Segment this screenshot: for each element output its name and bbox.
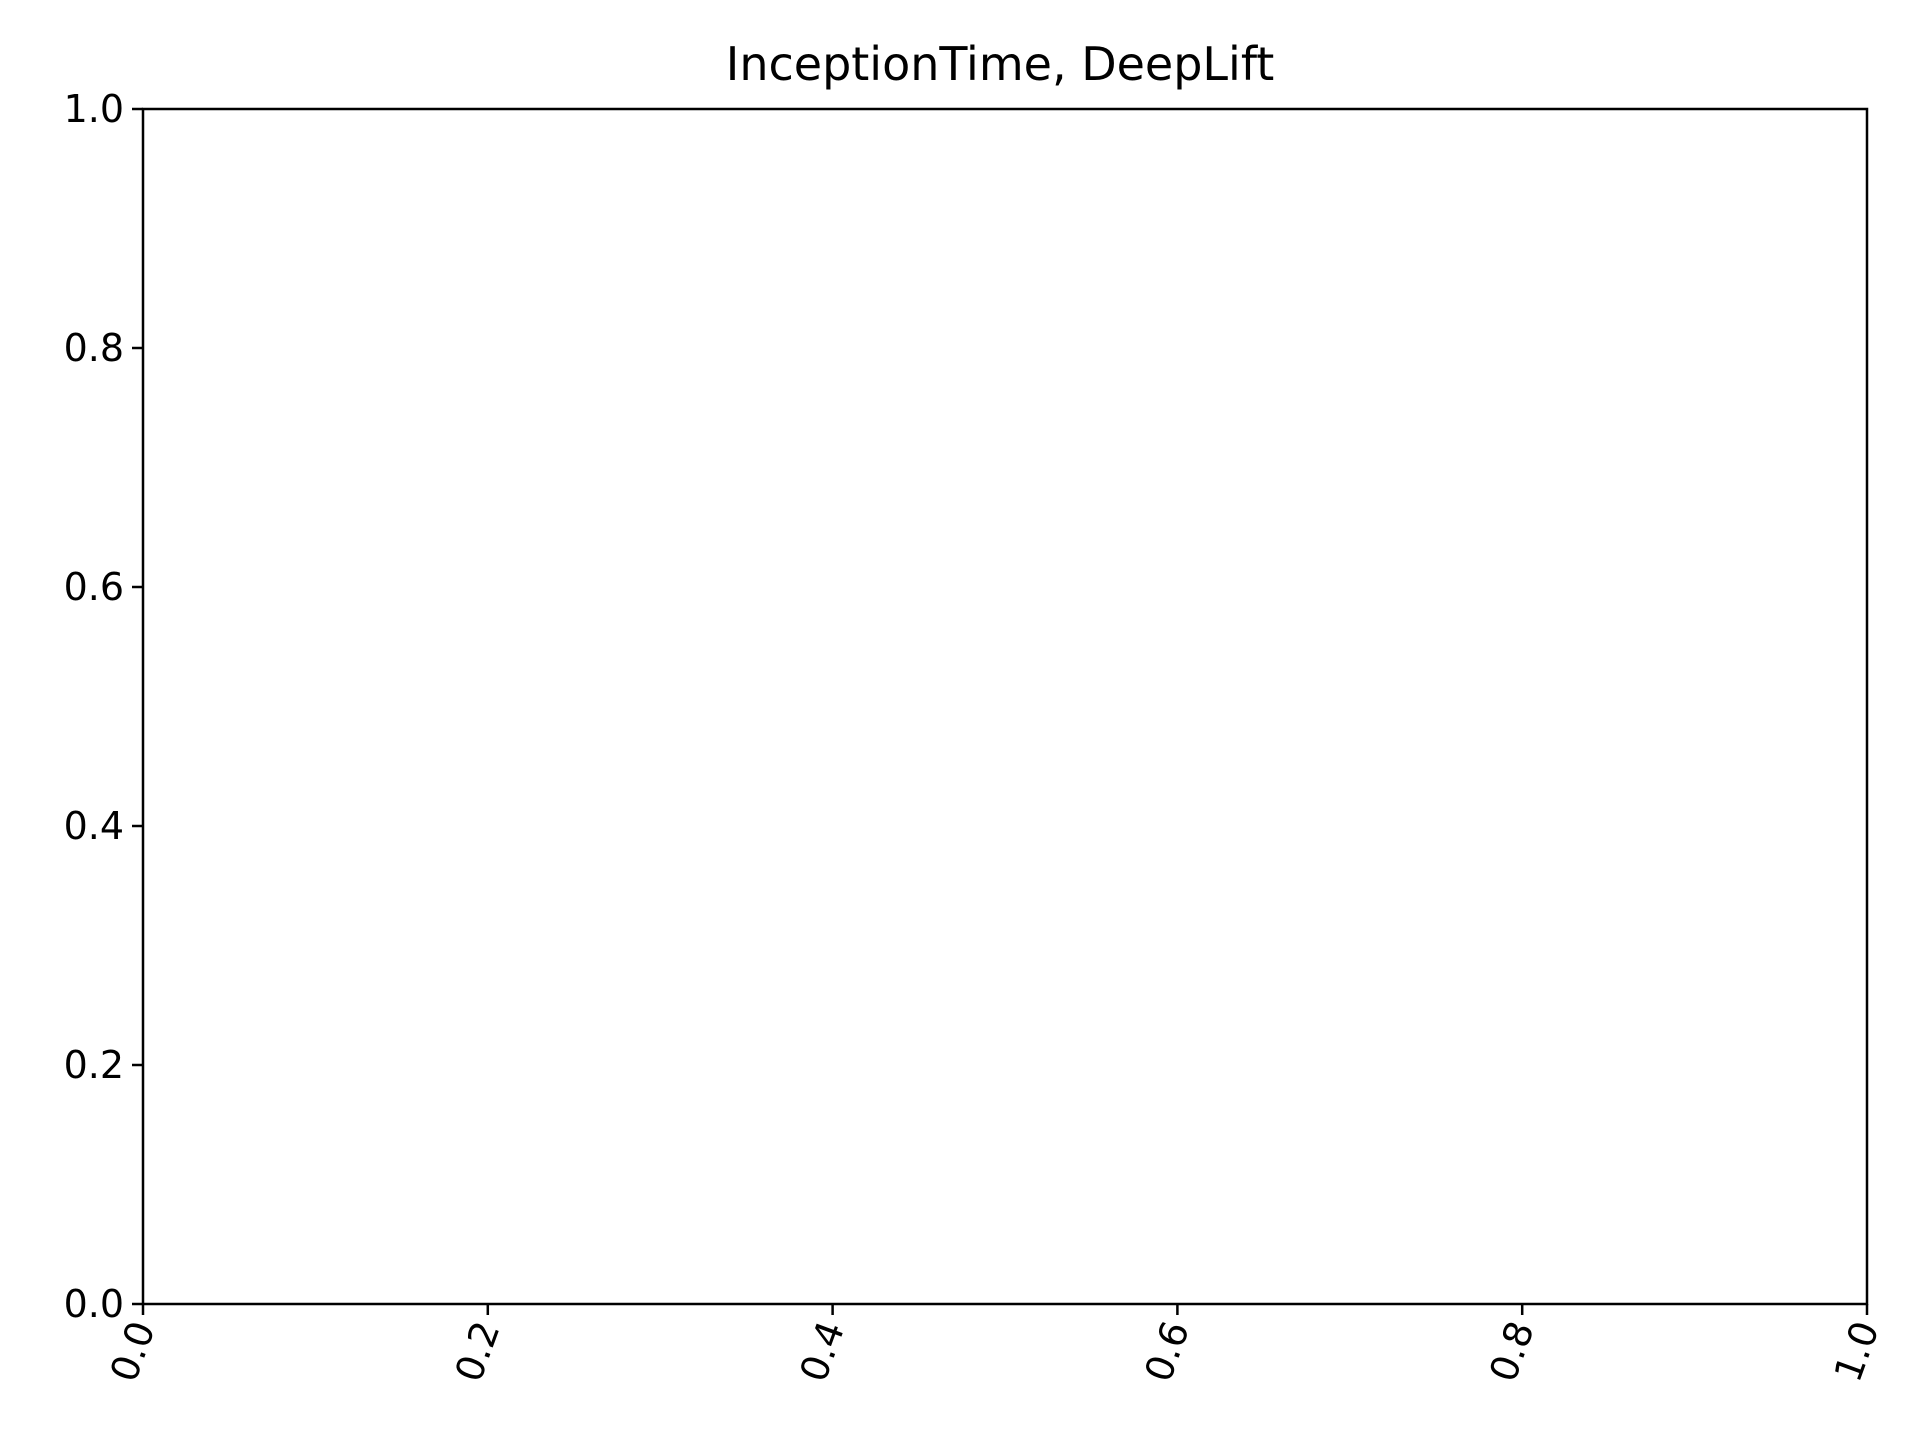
y-axis: 0.0 0.2 0.4 0.6 0.8 1.0	[64, 87, 143, 1326]
y-tick-label-2: 0.4	[64, 804, 124, 848]
axes-frame	[141, 107, 1869, 1306]
y-tick-label-0: 0.0	[64, 1282, 124, 1326]
y-tick-label-1: 0.2	[64, 1043, 124, 1087]
y-tick-label-3: 0.6	[64, 565, 124, 609]
chart-title: InceptionTime, DeepLift	[726, 37, 1275, 91]
plot-area	[141, 107, 1869, 1306]
y-tick-label-5: 1.0	[64, 87, 124, 131]
y-tick-label-4: 0.8	[64, 326, 124, 370]
